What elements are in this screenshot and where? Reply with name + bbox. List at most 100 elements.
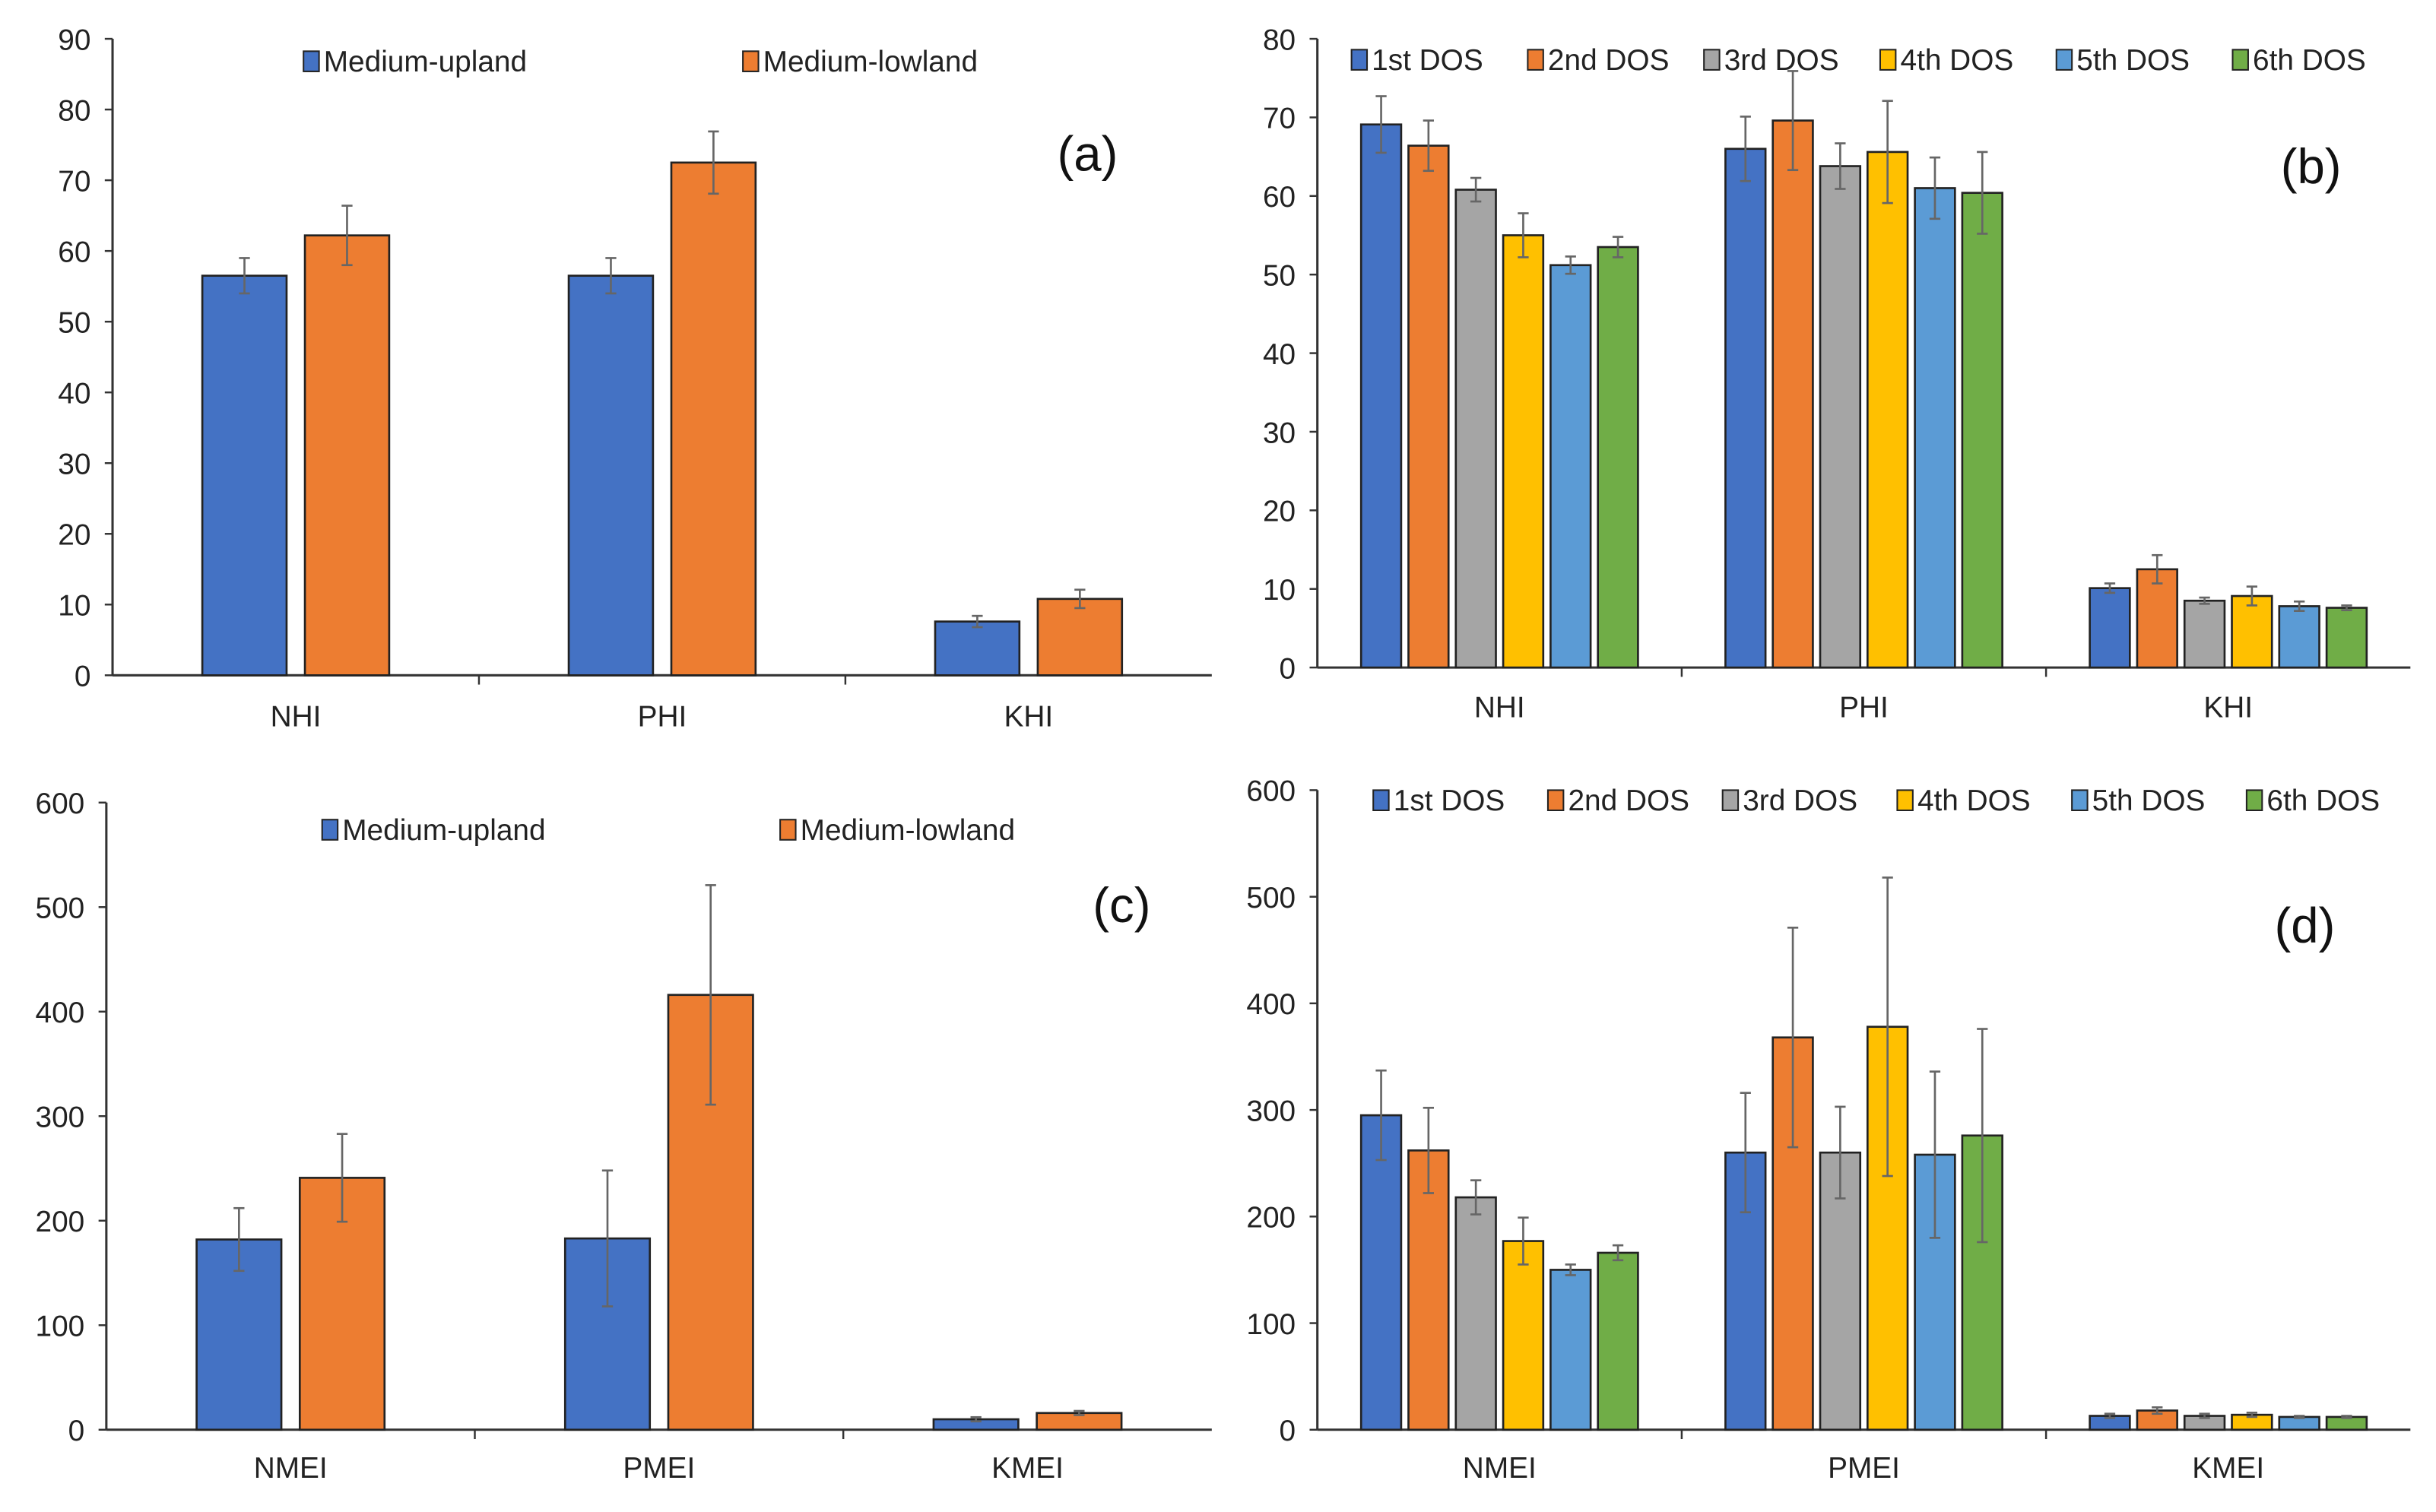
panel-label: (d) [2275,898,2336,953]
y-tick-label: 400 [36,997,85,1029]
legend-swatch [1350,49,1369,71]
bar [1036,598,1124,677]
y-tick-label: 80 [58,94,90,127]
panel-label: (c) [1093,877,1150,933]
bar [1914,187,1956,669]
y-tick-label: 200 [1246,1202,1296,1235]
y-tick-label: 20 [58,519,90,552]
bar [2136,568,2178,669]
y-tick-label: 0 [1280,652,1296,685]
y-tick-label: 100 [36,1311,85,1343]
legend-label: 2nd DOS [1568,785,1689,817]
legend-swatch [1546,789,1565,811]
y-tick-label: 300 [36,1102,85,1134]
legend-swatch [1896,789,1914,811]
bar [1597,246,1639,669]
bar [1866,151,1909,669]
y-tick-label: 40 [1263,338,1296,371]
bar [2089,587,2131,669]
y-tick-label: 300 [1246,1095,1296,1127]
legend-item: Medium-upland [321,814,546,847]
legend-swatch [2055,49,2073,71]
legend-label: 6th DOS [2253,44,2366,77]
y-tick-label: 200 [36,1206,85,1238]
legend-item: Medium-lowland [742,46,978,78]
bar [1771,119,1814,669]
category-label: NMEI [254,1452,328,1485]
legend-label: Medium-upland [342,814,545,847]
legend-swatch [1527,49,1544,71]
legend-label: Medium-upland [324,46,527,78]
y-tick-label: 600 [36,788,85,820]
legend-label: 6th DOS [2266,785,2380,817]
bar [1359,123,1403,669]
legend-item: 1st DOS [1372,785,1505,817]
bar [1502,1240,1545,1431]
y-tick-label: 60 [1263,181,1296,214]
bar [1724,147,1767,669]
bar [1407,1149,1450,1431]
legend: 1st DOS 2nd DOS 3rd DOS 4th DOS 5th DOS 6th D… [1372,785,2380,817]
y-tick-label: 50 [1263,259,1296,292]
legend-label: Medium-lowland [801,814,1015,847]
legend-swatch [2231,49,2249,71]
category-label: PHI [638,701,687,734]
y-tick-label: 0 [75,661,91,693]
panel-b: 0 10 20 30 40 50 60 70 80 NHI PHI KHI 1st DOS 2nd DOS… [1263,24,2411,724]
legend-label: 3rd DOS [1724,44,1839,77]
bar [2231,594,2273,669]
y-tick-label: 10 [58,590,90,623]
legend-swatch [1372,789,1390,811]
category-label: PHI [1839,691,1889,724]
bar [2325,607,2368,669]
bar [1454,189,1497,669]
y-tick-label: 30 [1263,417,1296,449]
bar [1407,144,1450,669]
legend-label: 5th DOS [2092,785,2206,817]
category-label: PMEI [1828,1452,1900,1485]
legend-item: 3rd DOS [1703,44,1839,77]
y-tick-label: 0 [1280,1415,1296,1447]
legend-label: 4th DOS [1901,44,2014,77]
legend: Medium-upland Medium-lowland [303,46,978,78]
y-tick-label: 30 [58,449,90,481]
y-tick-label: 70 [1263,103,1296,135]
legend-label: 1st DOS [1372,44,1483,77]
legend: 1st DOS 2nd DOS 3rd DOS 4th DOS 5th DOS 6th D… [1350,44,2366,77]
y-tick-label: 600 [1246,775,1296,808]
y-tick-label: 50 [58,306,90,339]
legend-item: 2nd DOS [1546,785,1689,817]
bar [1549,264,1592,669]
bar [1502,234,1545,669]
y-tick-label: 500 [1246,882,1296,914]
bar [1961,192,2003,669]
panel-a: 0 10 20 30 40 50 60 70 80 90 NHI PHI KHI Medium-uplan… [58,24,1212,734]
category-label: KMEI [991,1452,1064,1485]
y-tick-label: 70 [58,165,90,198]
legend: Medium-upland Medium-lowland [321,814,1015,847]
category-label: NHI [271,701,322,734]
legend-swatch [2245,789,2263,811]
legend-item: 6th DOS [2231,44,2366,77]
y-tick-label: 40 [58,377,90,410]
bar [1597,1251,1639,1431]
legend-item: Medium-lowland [779,814,1015,847]
panel-label: (b) [2281,138,2342,194]
y-tick-label: 80 [1263,24,1296,56]
legend-swatch [779,819,797,841]
legend-item: 5th DOS [2071,785,2206,817]
y-tick-label: 10 [1263,574,1296,607]
legend-label: 4th DOS [1917,785,2031,817]
legend-swatch [2071,789,2089,811]
bar [303,234,391,677]
bar [1819,165,1862,669]
legend-label: 5th DOS [2076,44,2190,77]
bar [2183,599,2226,669]
legend-swatch [303,50,320,72]
legend-swatch [1703,49,1721,71]
y-tick-label: 20 [1263,496,1296,528]
bar [1359,1114,1403,1431]
bar [1454,1196,1497,1431]
panel-d: 0 100 200 300 400 500 600 NMEI PMEI KMEI 1st DOS 2n… [1246,775,2411,1485]
